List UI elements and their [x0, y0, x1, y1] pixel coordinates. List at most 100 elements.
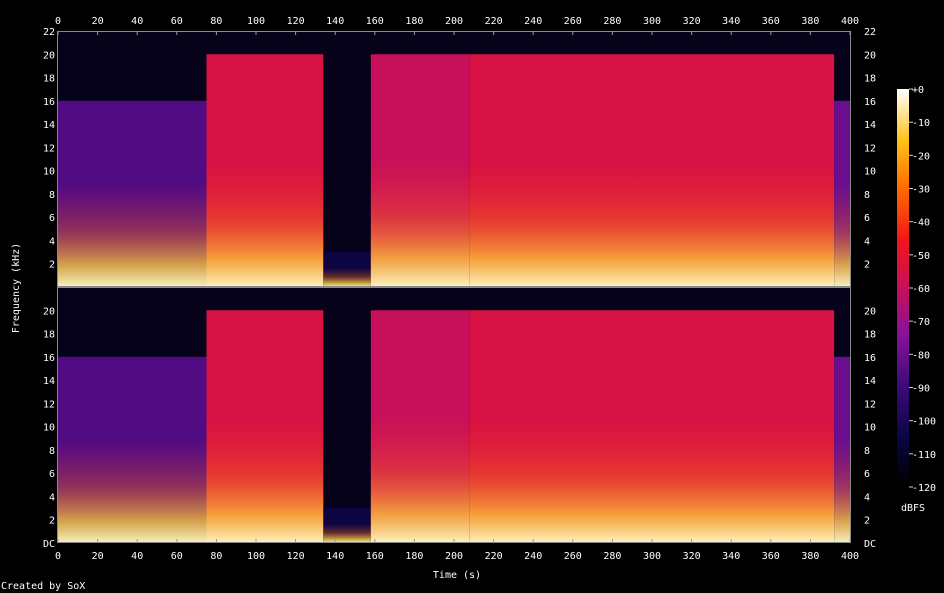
- x-axis-label: Time (s): [433, 570, 481, 581]
- x-tick-bottom-label: 400: [841, 551, 859, 562]
- segment-low-energy-2: [206, 310, 324, 543]
- x-tick-bottom-label: 320: [683, 551, 701, 562]
- colorbar-ticks: -120 -110 -100 -90 -80 -70 -60 -50 -40 -30 -20 -10 +…: [909, 85, 936, 494]
- y-tick-right-label: 18: [864, 74, 876, 85]
- x-tick-top-label: 340: [722, 16, 740, 27]
- x-tick-top-label: 180: [405, 16, 423, 27]
- y-tick-right-label: 2: [864, 516, 870, 527]
- segment-low-energy-5: [469, 54, 835, 287]
- y-tick-left-label: 14: [43, 120, 55, 131]
- y-tick-right-label: DC: [864, 539, 876, 550]
- spectrogram-panels: [57, 31, 851, 543]
- y-tick-left-label: 14: [43, 376, 55, 387]
- x-tick-top-label: 240: [524, 16, 542, 27]
- y-tick-right-label: 16: [864, 97, 876, 108]
- y-tick-left-label: 16: [43, 353, 55, 364]
- axis-ticks: 0 0 20 20 40 40 60 60 80 80 100 100 120 120 140 140 160 1…: [43, 16, 876, 562]
- segment-low-energy-6: [834, 356, 850, 543]
- segment-low-energy-5: [469, 310, 835, 543]
- x-tick-top-label: 140: [326, 16, 344, 27]
- colorbar-tick-label: -10: [912, 118, 930, 129]
- y-tick-left-label: 18: [43, 74, 55, 85]
- x-tick-top-label: 100: [247, 16, 265, 27]
- y-tick-left-label: 20: [43, 50, 55, 61]
- x-tick-top-label: 320: [683, 16, 701, 27]
- y-tick-left-label: 6: [49, 213, 55, 224]
- y-tick-right-label: 18: [864, 330, 876, 341]
- segment-low-energy-1: [58, 100, 207, 288]
- x-tick-bottom-label: 100: [247, 551, 265, 562]
- x-tick-bottom-label: 380: [801, 551, 819, 562]
- y-tick-right-label: 16: [864, 353, 876, 364]
- y-tick-left-label: 8: [49, 446, 55, 457]
- y-tick-right-label: 4: [864, 492, 870, 503]
- y-tick-left-label: 4: [49, 492, 55, 503]
- y-tick-left-label: 12: [43, 143, 55, 154]
- y-tick-right-label: 14: [864, 120, 876, 131]
- y-tick-right-label: 8: [864, 190, 870, 201]
- y-axis-label: Frequency (kHz): [11, 243, 22, 333]
- colorbar-tick-label: -70: [912, 317, 930, 328]
- colorbar-tick-label: +0: [912, 85, 924, 96]
- y-tick-left-label: 10: [43, 167, 55, 178]
- y-tick-left-label: 18: [43, 330, 55, 341]
- y-tick-right-label: 8: [864, 446, 870, 457]
- y-tick-right-label: 20: [864, 306, 876, 317]
- y-tick-left-label: 22: [43, 27, 55, 38]
- segment-low-energy-2: [206, 54, 324, 287]
- x-tick-bottom-label: 340: [722, 551, 740, 562]
- colorbar-tick-label: -50: [912, 251, 930, 262]
- segment-low-energy-4: [370, 310, 470, 543]
- x-tick-bottom-label: 260: [564, 551, 582, 562]
- x-tick-bottom-label: 40: [131, 551, 143, 562]
- y-tick-right-label: 12: [864, 143, 876, 154]
- x-tick-bottom-label: 120: [287, 551, 305, 562]
- colorbar-label: dBFS: [901, 503, 925, 514]
- segment-low-energy-3: [323, 508, 371, 543]
- y-tick-right-label: 22: [864, 27, 876, 38]
- y-tick-left-label: 2: [49, 516, 55, 527]
- x-tick-bottom-label: 160: [366, 551, 384, 562]
- colorbar-tick-label: -90: [912, 384, 930, 395]
- colorbar: [897, 89, 909, 487]
- y-tick-left-label: 2: [49, 260, 55, 271]
- x-tick-bottom-label: 360: [762, 551, 780, 562]
- y-tick-right-label: 6: [864, 213, 870, 224]
- x-tick-bottom-label: 220: [485, 551, 503, 562]
- colorbar-tick-label: -30: [912, 185, 930, 196]
- y-tick-left-label: 6: [49, 469, 55, 480]
- channel-panel-1: [57, 31, 851, 288]
- y-tick-left-label: 10: [43, 423, 55, 434]
- x-tick-top-label: 20: [92, 16, 104, 27]
- x-tick-top-label: 120: [287, 16, 305, 27]
- x-tick-bottom-label: 20: [92, 551, 104, 562]
- segment-low-energy-6: [834, 100, 850, 288]
- y-tick-left-label: 4: [49, 236, 55, 247]
- x-tick-top-label: 80: [210, 16, 222, 27]
- colorbar-tick-label: -100: [912, 417, 936, 428]
- colorbar-tick-label: -80: [912, 350, 930, 361]
- x-tick-top-label: 400: [841, 16, 859, 27]
- footer-credit: Created by SoX: [1, 581, 85, 592]
- x-tick-top-label: 280: [603, 16, 621, 27]
- segment-low-energy-3: [323, 252, 371, 287]
- y-tick-right-label: 6: [864, 469, 870, 480]
- x-tick-bottom-label: 200: [445, 551, 463, 562]
- y-tick-left-label: 16: [43, 97, 55, 108]
- colorbar-tick-label: -60: [912, 284, 930, 295]
- x-tick-top-label: 360: [762, 16, 780, 27]
- x-tick-top-label: 40: [131, 16, 143, 27]
- x-tick-bottom-label: 0: [55, 551, 61, 562]
- x-tick-bottom-label: 240: [524, 551, 542, 562]
- channel-panel-2: [57, 287, 851, 543]
- y-tick-right-label: 10: [864, 167, 876, 178]
- x-tick-top-label: 200: [445, 16, 463, 27]
- segment-low-energy-1: [58, 356, 207, 543]
- x-tick-top-label: 260: [564, 16, 582, 27]
- colorbar-tick-label: -110: [912, 450, 936, 461]
- x-tick-top-label: 0: [55, 16, 61, 27]
- y-tick-left-label: 12: [43, 399, 55, 410]
- x-tick-top-label: 160: [366, 16, 384, 27]
- colorbar-tick-label: -20: [912, 151, 930, 162]
- x-tick-top-label: 380: [801, 16, 819, 27]
